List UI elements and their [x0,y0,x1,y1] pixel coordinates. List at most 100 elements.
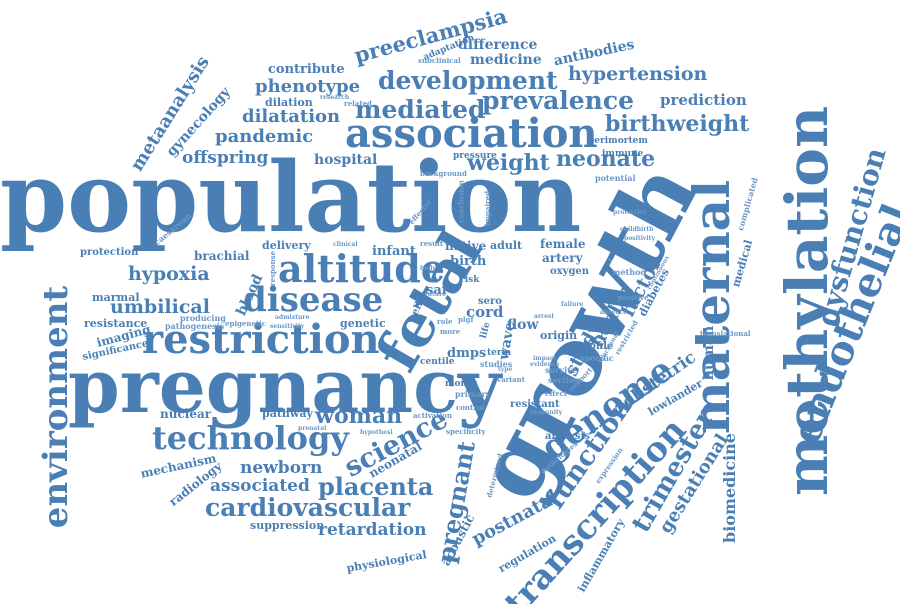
word-response: response [268,250,278,287]
word-survive: survive [545,365,577,375]
word-genetic: genetic [340,317,386,330]
word-future: future [425,291,447,298]
word-pathogenesis: pathogenesis [165,321,225,331]
word-producing: producing [180,313,226,323]
word-pandemic: pandemic [215,126,314,147]
word-life: life [478,321,493,340]
word-result: result [420,239,444,248]
word-birthweight: birthweight [605,111,750,137]
word-pregnancy: pregnancy [68,344,502,430]
word-umbilical: umbilical [110,296,210,318]
word-suppression: suppression [250,519,325,532]
word-plgf: plgf [458,315,474,324]
word-absence: absence [600,309,628,316]
word-body: body [420,265,436,272]
word-specific: specific [580,353,614,363]
word-epigenetic: epigenetic [225,319,267,328]
word-subclinical: subclinical [418,56,461,65]
word-oxygen: oxygen [550,266,590,277]
word-method: method [612,267,646,277]
word-profile: profile [577,341,614,352]
word-risk: risk [460,275,480,285]
word-technology: technology [152,419,349,457]
word-prevalence: prevalence [482,86,634,115]
word-dilation: dilation [265,96,313,109]
word-maternal: maternal [682,179,742,435]
word-dilatation: dilatation [242,106,341,127]
word-impaired: impaired [483,190,493,227]
word-effect: effect [545,389,568,398]
word-cord: cord [466,303,504,321]
word-woman: woman [315,403,403,429]
word-arrest: arrest [534,313,555,320]
word-related: related [344,99,372,108]
word-pathway: pathway [262,407,313,420]
word-neonate: neonate [556,146,656,172]
word-evidence: evidence [530,361,560,368]
word-resistant: resistant [510,399,560,410]
word-potential: potential [595,173,636,183]
word-specificity: specificity [446,427,486,436]
word-activation: activation [413,411,452,420]
word-newborn: newborn [240,458,323,478]
word-hospital: hospital [314,152,378,168]
word-phenotype: phenotype [255,76,361,97]
word-biomedicine: biomedicine [719,433,739,543]
word-contribute: contribute [268,62,345,77]
word-variant: variant [497,375,525,384]
word-pressure: pressure [453,151,497,161]
word-association: association [345,110,598,157]
word-type: type [498,366,513,373]
word-physiological: physiological [345,548,428,575]
word-placenta: placenta [318,472,434,501]
word-translational: translational [700,329,751,338]
word-failure: failure [561,301,584,308]
word-studies: studies [480,359,513,369]
word-centile: centile [420,357,455,367]
word-primary: primary [455,389,491,399]
word-birth: birth [450,254,487,269]
word-associated: associated [210,476,310,496]
word-sero: sero [478,296,502,307]
word-population: population [0,141,582,254]
word-control: control [456,403,485,412]
word-weight: weight [467,150,550,176]
word-cardiovascular: cardiovascular [205,493,411,522]
word-hypoxia: hypoxia [128,263,210,285]
word-delivery: delivery [262,239,311,252]
word-adult: adult [490,239,523,252]
word-analysis: analysis [545,431,590,442]
word-marmal: marmal [92,291,140,304]
word-mediated: mediated [355,95,486,124]
word-positive: positive [618,293,649,302]
word-flow: flow [507,317,539,333]
word-immunity: immunity [530,409,563,416]
word-medicine: medicine [470,52,542,68]
word-role: role [437,317,453,326]
word-sensitivity: sensitivity [270,323,305,330]
word-background: background [420,169,467,178]
word-sar: sar [426,283,449,298]
word-admixture: admixture [275,314,310,321]
word-offspring: offspring [182,148,269,168]
word-female: female [540,237,586,251]
word-positivity: positivity [624,235,655,242]
word-resistance: resistance [84,317,148,330]
word-native: native [445,239,487,253]
word-dmps: dmps [447,346,487,361]
word-disease: disease [243,280,384,320]
word-altitude: altitude [278,246,445,291]
word-hypothesi: hypothesi [360,429,393,436]
word-nuclear: nuclear [160,407,212,421]
word-brachial: brachial [194,249,250,263]
word-hypertension: hypertension [568,63,708,85]
word-month: month [445,379,478,389]
word-perimortem: perimortem [588,136,648,146]
word-childbirth: childbirth [620,226,654,233]
word-artery: artery [542,251,583,265]
word-prenatal: prenatal [298,425,327,432]
word-development: development [378,66,558,95]
word-prediction: prediction [660,91,747,109]
word-immune: immune [602,149,644,159]
